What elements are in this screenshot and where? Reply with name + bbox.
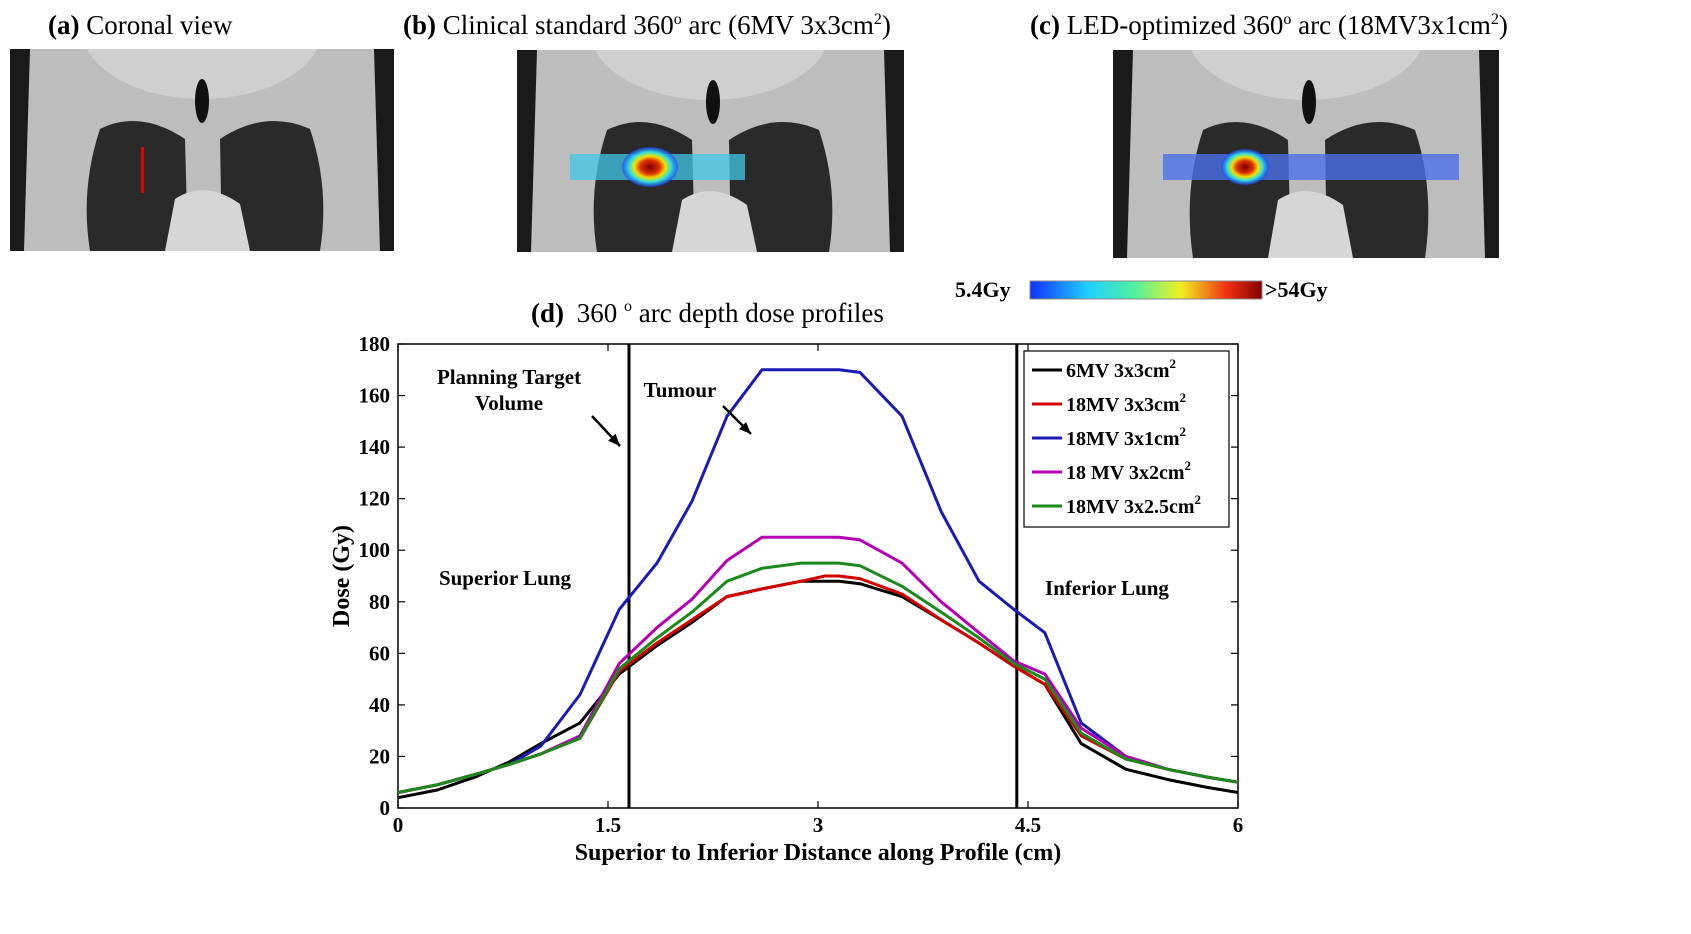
annotation-superior-lung: Superior Lung [439, 566, 572, 590]
y-tick-label: 20 [369, 744, 390, 768]
y-tick-label: 60 [369, 641, 390, 665]
annotation-ptv-line2: Volume [475, 391, 543, 415]
colorbar-max-label: >54Gy [1265, 277, 1328, 302]
x-axis-label: Superior to Inferior Distance along Prof… [575, 840, 1062, 866]
panel-a-title: (a) Coronal view [48, 10, 232, 41]
panel-c-letter: (c) [1030, 10, 1060, 40]
y-tick-label: 0 [380, 796, 391, 820]
y-tick-label: 140 [359, 435, 391, 459]
y-tick-label: 180 [359, 332, 391, 356]
x-tick-label: 6 [1233, 813, 1244, 837]
x-tick-label: 4.5 [1015, 813, 1041, 837]
colorbar-gradient [1029, 280, 1263, 300]
series-line [397, 368, 1239, 794]
panel-b-title: (b) Clinical standard 360o arc (6MV 3x3c… [403, 10, 891, 40]
annotation-tumour: Tumour [644, 378, 717, 402]
panel-a-title-text: Coronal view [86, 10, 233, 40]
tumour-arrow-head [738, 421, 751, 434]
legend-entry: 18MV 3x1cm2 [1066, 424, 1186, 450]
annotation-ptv-line1: Planning Target [437, 365, 581, 389]
annotation-inferior-lung: Inferior Lung [1045, 576, 1169, 600]
colorbar-min-label: 5.4Gy [955, 277, 1011, 302]
colorbar-max: >54Gy [1265, 277, 1328, 302]
series-line [397, 561, 1239, 794]
chart-title: (d) 360 o arc depth dose profiles [531, 287, 884, 328]
legend-entry: 18MV 3x2.5cm2 [1066, 492, 1201, 518]
y-tick-label: 100 [359, 538, 391, 562]
legend-entry: 18 MV 3x2cm2 [1066, 458, 1191, 484]
y-axis-label: Dose (Gy) [329, 525, 355, 627]
ptv-arrow-head [608, 433, 620, 446]
ct-dose-image-c [1113, 50, 1499, 258]
y-tick-label: 160 [359, 384, 391, 408]
series-line [397, 574, 1239, 794]
legend-entry: 6MV 3x3cm2 [1066, 356, 1176, 382]
series-line [397, 579, 1239, 800]
y-tick-label: 40 [369, 693, 390, 717]
y-tick-label: 80 [369, 590, 390, 614]
ct-coronal-image-a [10, 49, 394, 251]
plot-frame [397, 343, 1239, 809]
x-tick-label: 0 [393, 813, 404, 837]
ptv-arrow [591, 415, 621, 447]
x-tick-label: 3 [813, 813, 824, 837]
x-tick-label: 1.5 [595, 813, 621, 837]
panel-a-letter: (a) [48, 10, 80, 40]
dose-colorbar: 5.4Gy [955, 277, 1263, 302]
legend-entry: 18MV 3x3cm2 [1066, 390, 1186, 416]
ct-dose-image-b [517, 50, 904, 252]
panel-c-title: (c) LED-optimized 360o arc (18MV3x1cm2) [1030, 10, 1508, 40]
panel-b-letter: (b) [403, 10, 436, 40]
y-tick-label: 120 [359, 487, 391, 511]
series-line [397, 535, 1239, 794]
tumour-arrow [722, 405, 752, 435]
legend-box [1023, 350, 1230, 528]
